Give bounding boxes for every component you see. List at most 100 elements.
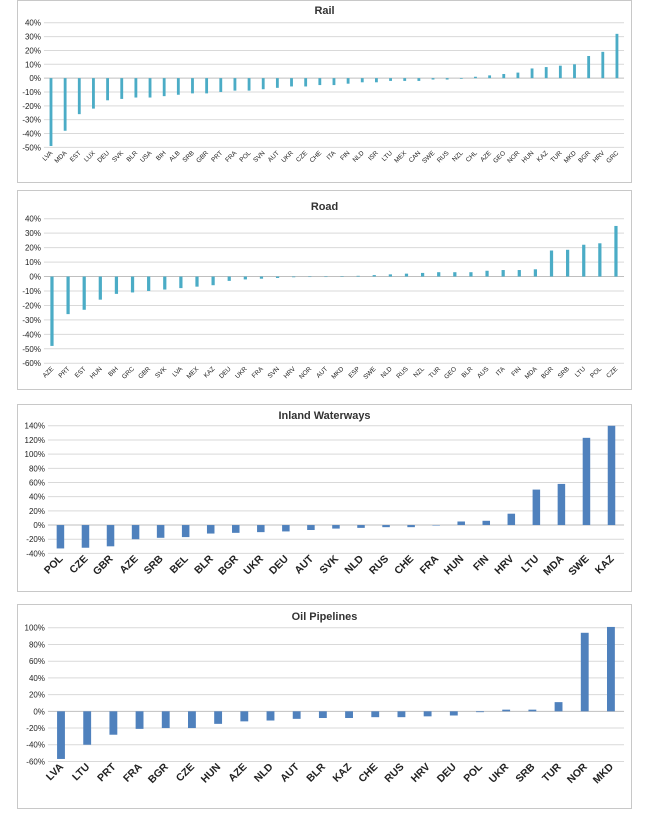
x-tick-label: KAZ [331, 761, 354, 784]
bar-aut [275, 78, 279, 88]
x-tick-label: AUT [293, 553, 316, 576]
bar-tur [558, 65, 562, 79]
bar-blr [469, 272, 473, 277]
bar-srb [156, 525, 165, 538]
oil-pipelines-chart-panel: Oil Pipelines -60% -40% -20% 0% 20% 40% 60% 80% 1… [17, 604, 632, 809]
bar-kaz [607, 425, 616, 526]
x-tick-label: NLD [253, 761, 276, 784]
bar-hrv [507, 513, 516, 526]
bar-nor [580, 632, 589, 712]
y-tick-label: -60% [22, 359, 41, 368]
bar-mkd [607, 626, 615, 712]
x-tick-label: CZE [68, 554, 91, 576]
bar-aze [50, 276, 54, 346]
x-tick-label: ESP [347, 366, 361, 380]
bar-prt [219, 78, 223, 92]
x-tick-label: EST [69, 150, 83, 164]
x-tick-label: AUT [279, 761, 302, 784]
bar-ita [501, 270, 505, 277]
bar-mkd [573, 64, 576, 79]
y-tick-label: 20% [25, 46, 41, 55]
x-tick-label: POL [462, 761, 485, 784]
x-tick-label: RUS [436, 150, 451, 165]
y-tick-label: 40% [25, 19, 41, 28]
inland-waterways-chart-svg: Inland Waterways -40% -20% 0% 20% 40% 60% 80% 10… [25, 410, 625, 578]
chart-title: Inland Waterways [278, 410, 370, 422]
bar-pol [476, 711, 484, 713]
bar-cze [188, 711, 196, 729]
x-tick-label: DEU [96, 150, 111, 165]
x-tick-label: LTU [71, 762, 93, 783]
x-tick-label: UKR [487, 761, 511, 785]
bar-hrv [601, 51, 605, 79]
y-tick-label: 0% [33, 521, 45, 530]
rail-chart-svg: Rail-50%-40%-30%-20%-10%0%10%20%30%40%LV… [22, 5, 625, 165]
y-tick-label: -20% [26, 535, 45, 544]
bar-ukr [290, 78, 293, 87]
x-tick-label: MEX [186, 365, 201, 380]
x-tick-label: PRT [96, 761, 119, 784]
x-tick-label: MDA [53, 149, 69, 165]
bar-rus [445, 78, 449, 80]
x-tick-label: UKR [280, 150, 295, 165]
x-tick-label: FRA [418, 553, 441, 576]
y-tick-label: 0% [33, 707, 45, 716]
bar-che [371, 711, 380, 718]
x-tick-label: CHE [357, 762, 380, 785]
bar-srb [566, 249, 570, 277]
y-tick-label: -10% [22, 287, 41, 296]
x-tick-label: GBR [91, 553, 116, 577]
x-tick-label: USA [139, 149, 154, 164]
x-tick-label: SRB [514, 761, 538, 785]
bar-nor [516, 72, 520, 79]
bar-nld [357, 525, 365, 528]
x-tick-label: BGR [577, 150, 592, 165]
x-tick-label: SWE [421, 149, 437, 165]
bar-fra [135, 711, 144, 729]
x-tick-label: CZE [605, 365, 620, 380]
bar-swe [431, 78, 435, 80]
x-tick-label: ALB [168, 150, 182, 164]
bar-fin [517, 270, 521, 277]
x-tick-label: NLD [380, 365, 394, 379]
x-tick-label: CHL [465, 150, 479, 164]
bar-kaz [345, 711, 353, 719]
bar-alb [176, 78, 180, 95]
y-tick-label: -20% [22, 102, 41, 111]
x-tick-label: GEO [443, 366, 458, 381]
bar-mda [533, 269, 538, 277]
y-tick-label: 20% [29, 691, 45, 700]
bar-lux [92, 78, 95, 109]
x-tick-label: FRA [251, 365, 266, 380]
x-tick-label: PRT [210, 150, 224, 164]
bar-ltu [83, 711, 92, 745]
x-tick-label: HUN [443, 554, 467, 578]
bar-rus [404, 273, 409, 277]
y-tick-label: 20% [25, 244, 41, 253]
y-tick-label: 20% [29, 507, 45, 516]
road-chart-panel: Road -60% -50% -40% -30% -20% -10% 0% 10% 20% 30% 4… [17, 190, 632, 390]
bar-gbr [106, 525, 115, 547]
bar-kaz [211, 276, 215, 286]
bar-hrv [423, 711, 432, 717]
bar-prt [109, 711, 118, 735]
x-tick-label: HRV [409, 762, 432, 785]
x-tick-label: LTU [574, 365, 588, 378]
bar-hun [530, 68, 534, 79]
x-tick-label: CZE [174, 762, 197, 784]
y-tick-label: 100% [25, 624, 45, 633]
bar-hrv [292, 276, 296, 278]
bar-mex [403, 78, 407, 81]
bar-svn [275, 276, 280, 278]
bar-aze [131, 525, 140, 540]
x-tick-label: DEU [218, 365, 233, 380]
x-tick-label: BLR [460, 365, 474, 379]
x-tick-label: SWE [362, 365, 378, 381]
bar-geo [453, 272, 457, 277]
y-tick-label: -20% [22, 301, 41, 310]
bar-bgr [587, 55, 591, 79]
y-tick-label: -40% [22, 130, 41, 139]
x-tick-label: POL [238, 150, 252, 164]
y-tick-label: 120% [25, 436, 45, 445]
y-tick-label: 10% [25, 60, 41, 69]
